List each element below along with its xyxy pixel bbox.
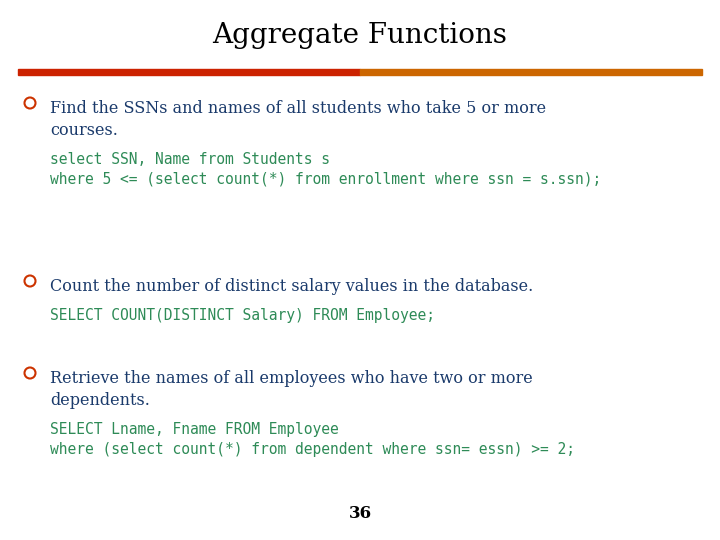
Text: where 5 <= (select count(*) from enrollment where ssn = s.ssn);: where 5 <= (select count(*) from enrollm… [50, 172, 601, 187]
Text: SELECT Lname, Fname FROM Employee: SELECT Lname, Fname FROM Employee [50, 422, 338, 437]
Text: Find the SSNs and names of all students who take 5 or more: Find the SSNs and names of all students … [50, 100, 546, 117]
Text: SELECT COUNT(DISTINCT Salary) FROM Employee;: SELECT COUNT(DISTINCT Salary) FROM Emplo… [50, 308, 435, 323]
Text: select SSN, Name from Students s: select SSN, Name from Students s [50, 152, 330, 167]
Text: Count the number of distinct salary values in the database.: Count the number of distinct salary valu… [50, 278, 534, 295]
Text: 36: 36 [348, 505, 372, 522]
Text: Aggregate Functions: Aggregate Functions [212, 22, 508, 49]
Bar [360, 69, 702, 75]
Text: where (select count(*) from dependent where ssn= essn) >= 2;: where (select count(*) from dependent wh… [50, 442, 575, 457]
Text: courses.: courses. [50, 122, 118, 139]
Text: Retrieve the names of all employees who have two or more: Retrieve the names of all employees who … [50, 370, 533, 387]
Bar [18, 69, 360, 75]
Text: dependents.: dependents. [50, 392, 150, 409]
